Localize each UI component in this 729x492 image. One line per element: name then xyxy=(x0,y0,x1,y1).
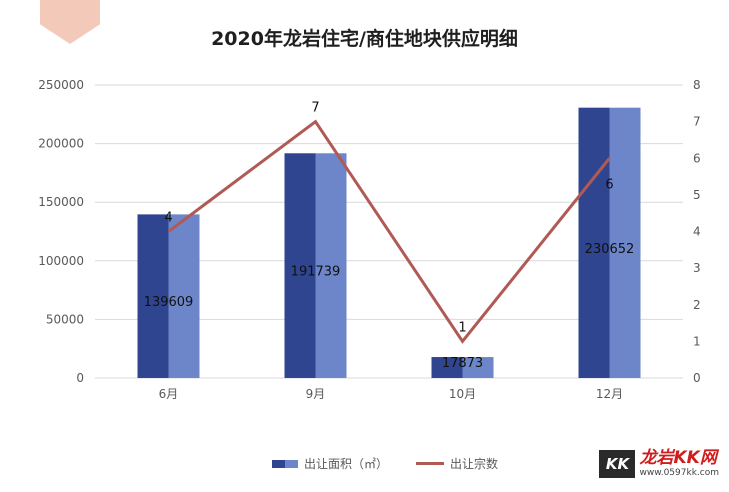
line-data-label: 7 xyxy=(311,101,319,116)
line-data-label: 6 xyxy=(605,177,613,192)
y-right-tick-label: 6 xyxy=(693,151,701,165)
y-right-tick-label: 4 xyxy=(693,225,701,239)
y-left-tick-label: 50000 xyxy=(46,312,84,326)
x-tick-label: 10月 xyxy=(449,387,476,401)
legend-item-area: 出让面积（㎡） xyxy=(272,455,388,472)
bar-light-half xyxy=(609,107,641,379)
legend-label-count: 出让宗数 xyxy=(450,457,499,471)
y-axis-right: 0 1 2 3 4 5 6 7 8 xyxy=(693,78,701,385)
bar-data-label: 191739 xyxy=(291,265,341,280)
y-left-tick-label: 150000 xyxy=(38,195,84,209)
bar-data-label: 139609 xyxy=(144,295,194,310)
bar-light-half xyxy=(315,153,347,378)
bar-light-half xyxy=(168,214,200,378)
line-series: 4 7 1 6 xyxy=(164,101,614,344)
bar-dark-half xyxy=(284,153,316,378)
line-data-label: 1 xyxy=(458,320,466,335)
y-right-tick-label: 2 xyxy=(693,298,701,312)
x-tick-label: 9月 xyxy=(306,387,326,401)
x-tick-label: 6月 xyxy=(159,387,179,401)
logo-url: www.0597kk.com xyxy=(639,468,719,478)
legend-swatch-line xyxy=(416,462,445,465)
y-right-tick-label: 0 xyxy=(693,371,701,385)
x-tick-label: 12月 xyxy=(596,387,623,401)
site-logo: KK 龙岩KK网 www.0597kk.com xyxy=(599,450,719,478)
y-left-tick-label: 0 xyxy=(76,371,84,385)
line-data-label: 4 xyxy=(164,211,172,226)
bar-data-label: 230652 xyxy=(585,242,635,257)
line-series-path xyxy=(167,119,611,344)
legend-swatch-bar xyxy=(272,459,298,468)
bar-data-label: 17873 xyxy=(442,356,483,371)
bar-dark-half xyxy=(578,107,610,379)
legend-item-count: 出让宗数 xyxy=(416,455,498,472)
y-left-tick-label: 200000 xyxy=(38,137,84,151)
bar-dark-half xyxy=(431,357,463,378)
logo-badge: KK xyxy=(599,450,636,478)
bar-light-half xyxy=(462,357,494,378)
logo-name: 龙岩KK网 xyxy=(639,448,717,468)
y-right-tick-label: 1 xyxy=(693,334,701,348)
y-left-tick-label: 100000 xyxy=(38,254,84,268)
y-right-tick-label: 7 xyxy=(693,115,701,129)
y-left-tick-label: 250000 xyxy=(38,78,84,92)
x-axis-labels: 6月 9月 10月 12月 xyxy=(159,387,623,401)
bar-dark-half xyxy=(137,214,169,378)
y-axis-left: 0 50000 100000 150000 200000 250000 xyxy=(38,78,84,385)
legend-label-area: 出让面积（㎡） xyxy=(304,457,389,471)
chart-title: 2020年龙岩住宅/商住地块供应明细 xyxy=(211,28,518,50)
legend: 出让面积（㎡） 出让宗数 xyxy=(272,455,526,472)
y-right-tick-label: 5 xyxy=(693,188,701,202)
y-right-tick-label: 3 xyxy=(693,261,701,275)
bar-series: 139609 191739 17873 230652 xyxy=(137,107,641,379)
y-right-tick-label: 8 xyxy=(693,78,701,92)
